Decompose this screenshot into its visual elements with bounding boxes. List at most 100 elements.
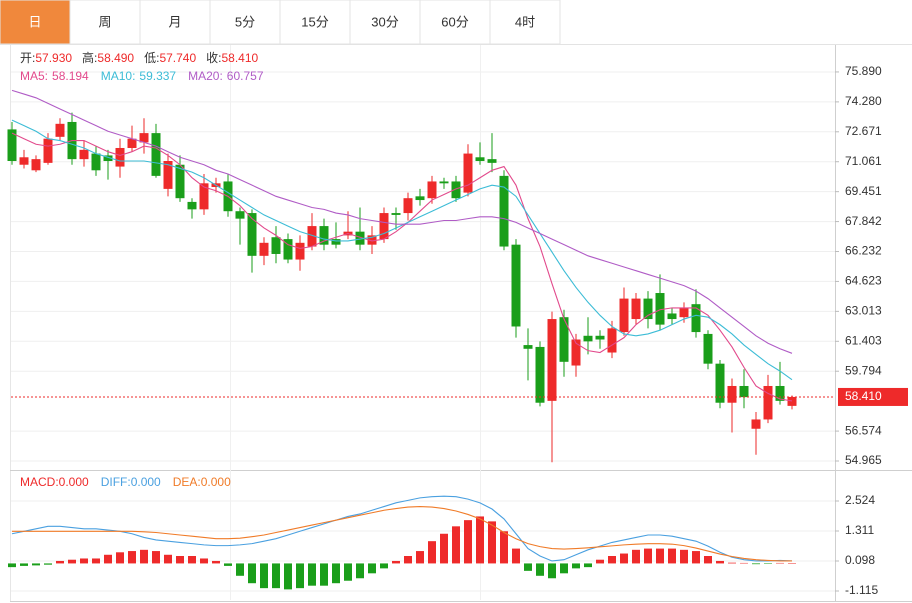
macd-bar <box>644 548 652 564</box>
candle-body <box>475 157 485 162</box>
macd-bar <box>296 563 304 589</box>
candle-body <box>379 213 389 240</box>
macd-bar <box>140 549 148 564</box>
macd-bar <box>776 562 784 564</box>
candle-body <box>463 153 473 193</box>
candle-body <box>259 242 269 256</box>
macd-bar <box>248 563 256 584</box>
macd-bar <box>92 558 100 564</box>
ma-line <box>11 89 793 354</box>
macd-bar <box>536 563 544 576</box>
macd-bar <box>452 526 460 564</box>
tab-label[interactable]: 日 <box>28 14 41 29</box>
quote-value: 58.490 <box>97 51 134 65</box>
candle-body <box>775 385 785 401</box>
macd-bar <box>464 520 472 564</box>
candle-body <box>235 211 245 219</box>
candle-body <box>703 333 713 364</box>
macd-bar <box>752 563 760 565</box>
candle-body <box>55 123 65 137</box>
candle-body <box>331 239 341 245</box>
macd-bar <box>260 563 268 589</box>
candle-body <box>295 242 305 260</box>
tab[interactable]: 月 <box>139 0 211 45</box>
candle-body <box>643 298 653 320</box>
tab-label[interactable]: 5分 <box>235 14 255 29</box>
candle-body <box>691 304 701 333</box>
candle-body <box>271 237 281 254</box>
legend-name: MACD: <box>20 475 59 489</box>
candle-body <box>787 396 797 406</box>
tab-label[interactable]: 4时 <box>515 14 535 29</box>
macd-bar <box>152 551 160 564</box>
tab-label[interactable]: 月 <box>168 14 181 29</box>
tab-label[interactable]: 周 <box>98 14 111 29</box>
candle-body <box>763 385 773 420</box>
candle-body <box>31 159 41 171</box>
macd-bar <box>596 559 604 564</box>
macd-bar <box>488 521 496 564</box>
macd-bar <box>356 563 364 579</box>
macd-bar <box>128 551 136 564</box>
candle-body <box>355 231 365 245</box>
macd-bar <box>176 556 184 564</box>
candle-body <box>715 363 725 403</box>
y-tick-label: 75.890 <box>845 64 882 78</box>
macd-bar <box>704 556 712 564</box>
candle-body <box>547 319 557 401</box>
tab-label[interactable]: 60分 <box>441 14 468 29</box>
tab[interactable]: 30分 <box>349 0 421 45</box>
candle-body <box>79 149 89 160</box>
quote-name: 收: <box>206 51 221 65</box>
macd-bar <box>32 563 40 566</box>
candle-body <box>151 133 161 176</box>
macd-bar <box>200 558 208 564</box>
candle-body <box>367 235 377 245</box>
tab[interactable]: 日 <box>0 0 71 45</box>
legend-value: 58.194 <box>52 69 89 83</box>
quote-value: 58.410 <box>221 51 258 65</box>
tab[interactable]: 5分 <box>209 0 281 45</box>
y-tick-label: 59.794 <box>845 363 882 377</box>
candle-body <box>391 213 401 215</box>
y-tick-label: 61.403 <box>845 333 882 347</box>
candle-body <box>739 385 749 398</box>
tab[interactable]: 15分 <box>279 0 351 45</box>
quote-name: 低: <box>144 51 159 65</box>
macd-bar <box>392 560 400 564</box>
quote-name: 开: <box>20 51 35 65</box>
candle-body <box>7 129 17 162</box>
tab-label[interactable]: 30分 <box>371 14 398 29</box>
last-price-label: 58.410 <box>845 389 882 403</box>
candle-body <box>127 138 137 148</box>
macd-bar <box>56 560 64 564</box>
candle-body <box>427 181 437 199</box>
legend-value: 59.337 <box>139 69 176 83</box>
tab[interactable]: 周 <box>69 0 141 45</box>
tab-label[interactable]: 15分 <box>301 14 328 29</box>
tab-background <box>69 0 141 45</box>
macd-bar <box>632 549 640 564</box>
candle-body <box>607 328 617 353</box>
macd-bar <box>500 531 508 564</box>
macd-bar <box>20 563 28 566</box>
tab[interactable]: 60分 <box>419 0 491 45</box>
candle-body <box>403 198 413 214</box>
macd-bar <box>164 554 172 564</box>
candle-body <box>139 133 149 143</box>
candle-body <box>115 147 125 167</box>
y-tick-label: 2.524 <box>845 493 875 507</box>
y-tick-label: 67.842 <box>845 214 882 228</box>
macd-bar <box>236 563 244 576</box>
macd-bar <box>524 563 532 571</box>
y-tick-label: 0.098 <box>845 553 875 567</box>
tab[interactable]: 4时 <box>489 0 561 45</box>
candle-body <box>487 159 497 163</box>
candle-body <box>667 313 677 320</box>
candle-body <box>163 161 173 189</box>
macd-bar <box>440 533 448 564</box>
y-tick-label: -1.115 <box>845 583 878 597</box>
candle-body <box>451 181 461 199</box>
